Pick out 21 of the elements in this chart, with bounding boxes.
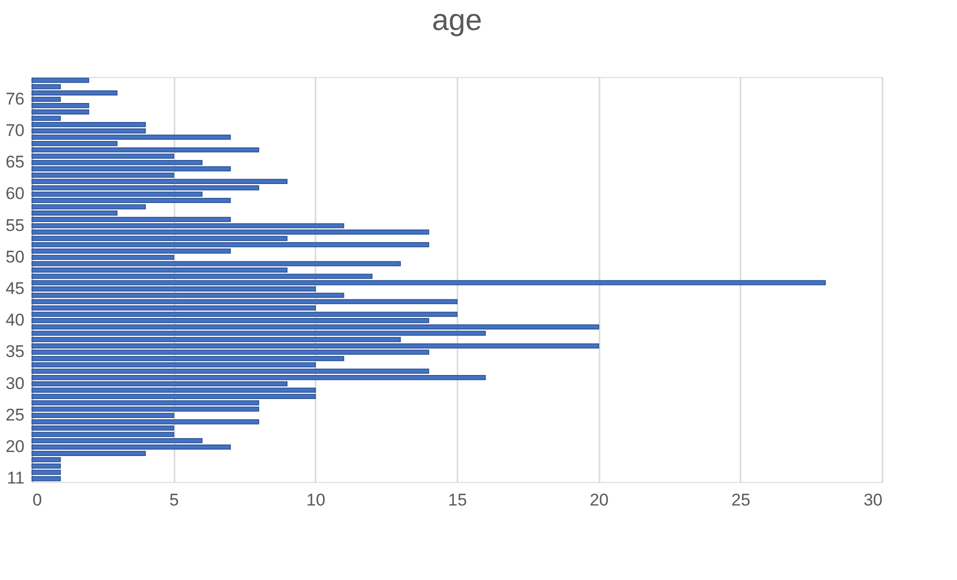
x-tick-label: 25	[731, 490, 750, 510]
chart-title: age	[432, 4, 482, 37]
y-tick-label: 55	[6, 216, 24, 235]
y-tick-label: 50	[6, 247, 24, 266]
y-tick-label: 45	[6, 278, 24, 298]
y-tick-label: 30	[6, 374, 24, 393]
x-tick-label: 5	[169, 490, 179, 510]
x-tick-label: 10	[306, 490, 326, 510]
y-tick-label: 40	[6, 310, 24, 330]
x-tick-label: 20	[590, 490, 609, 510]
y-tick-label: 35	[6, 342, 24, 362]
y-tick-label: 11	[6, 468, 24, 488]
y-tick-label: 25	[6, 405, 24, 424]
y-tick-label: 60	[6, 184, 24, 204]
x-tick-label: 15	[448, 490, 467, 510]
y-tick-label: 20	[6, 437, 24, 456]
x-tick-label: 30	[864, 490, 882, 510]
x-tick-label: 0	[32, 490, 42, 510]
y-tick-label: 70	[6, 120, 24, 140]
y-tick-label: 65	[6, 152, 24, 172]
y-tick-label: 76	[6, 89, 24, 108]
